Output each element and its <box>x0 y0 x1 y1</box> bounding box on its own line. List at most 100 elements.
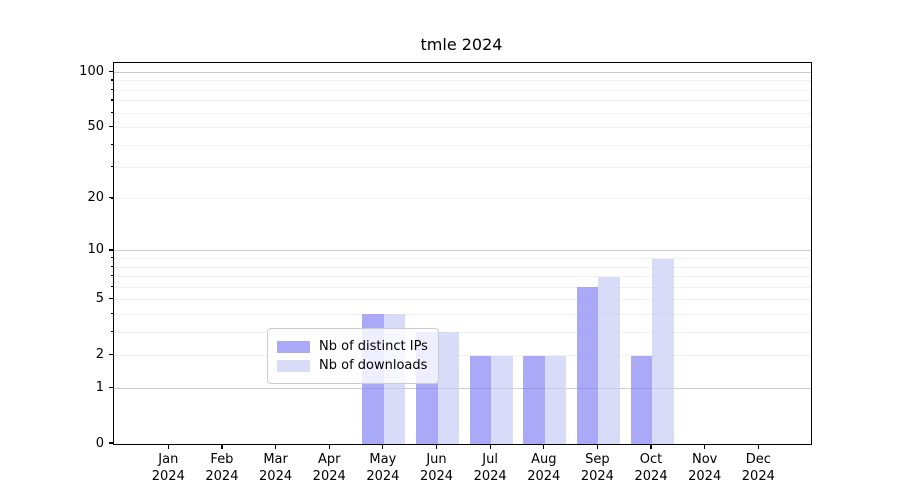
gridline-minor <box>114 266 811 268</box>
x-tick-month: Jul <box>482 452 498 467</box>
x-tick-label: Jun 2024 <box>392 451 482 485</box>
x-tick-label: Dec 2024 <box>713 451 803 485</box>
y-minor-tick-mark <box>110 312 113 315</box>
legend-label: Nb of distinct IPs <box>319 339 428 354</box>
bar-distinct-ips <box>469 355 492 444</box>
y-minor-tick-mark <box>110 99 113 101</box>
x-tick-mark <box>382 444 384 449</box>
gridline-major <box>114 387 811 389</box>
x-tick-label: Oct 2024 <box>606 451 696 485</box>
gridline-major <box>114 71 811 73</box>
y-tick-label: 50 <box>87 118 104 134</box>
y-tick-mark <box>109 249 113 251</box>
y-tick-label: 0 <box>95 435 104 451</box>
y-tick-label: 10 <box>87 242 104 258</box>
legend-swatch-distinct-ips <box>277 340 310 353</box>
bar-downloads <box>598 276 620 444</box>
x-tick-year: 2024 <box>527 469 561 484</box>
x-tick-month: Oct <box>639 452 663 467</box>
x-tick-label: Apr 2024 <box>284 451 374 485</box>
y-tick-mark <box>109 70 113 73</box>
y-tick-label: 1 <box>95 379 104 395</box>
y-minor-tick-mark <box>110 257 113 259</box>
gridline-minor <box>114 80 811 82</box>
x-tick-mark <box>704 444 706 449</box>
gridline-minor <box>114 299 811 301</box>
y-minor-tick-mark <box>110 111 113 113</box>
y-minor-tick-mark <box>110 265 113 267</box>
x-tick-month: Mar <box>263 452 288 467</box>
x-tick-month: Apr <box>317 452 341 467</box>
plot-area <box>113 62 812 445</box>
gridline-minor <box>114 313 811 315</box>
gridline-major <box>114 250 811 252</box>
x-tick-month: May <box>369 452 397 467</box>
x-tick-label: May 2024 <box>338 451 428 485</box>
legend-label: Nb of downloads <box>319 358 428 373</box>
gridline-minor <box>114 286 811 288</box>
y-tick-label: 100 <box>79 63 104 79</box>
x-tick-mark <box>274 444 277 449</box>
gridline-minor <box>114 112 811 114</box>
gridline-minor <box>114 276 811 278</box>
chart-title: tmle 2024 <box>420 35 503 54</box>
x-tick-year: 2024 <box>366 469 400 484</box>
x-tick-mark <box>489 444 491 449</box>
x-tick-label: Aug 2024 <box>499 451 589 485</box>
x-tick-year: 2024 <box>259 469 293 484</box>
x-tick-label: Nov 2024 <box>660 451 750 485</box>
x-tick-mark <box>757 444 759 449</box>
y-tick-label: 5 <box>95 291 104 307</box>
y-tick-label: 2 <box>95 347 104 363</box>
y-minor-tick-mark <box>110 354 113 356</box>
gridline-minor <box>114 331 811 333</box>
x-tick-label: Mar 2024 <box>231 451 321 485</box>
x-tick-label: Jan 2024 <box>123 451 213 485</box>
x-tick-month: Dec <box>745 452 771 467</box>
y-minor-tick-mark <box>110 79 113 81</box>
x-tick-month: Nov <box>692 452 718 467</box>
gridline-minor <box>114 355 811 357</box>
bar-downloads <box>652 258 674 444</box>
x-tick-mark <box>221 444 223 449</box>
gridline-minor <box>114 126 811 128</box>
gridline-minor <box>114 144 811 146</box>
gridline-minor <box>114 89 811 91</box>
y-minor-tick-mark <box>110 275 113 277</box>
y-minor-tick-mark <box>110 125 113 128</box>
x-tick-mark <box>650 444 652 449</box>
legend-swatch-downloads <box>277 359 310 372</box>
gridline-minor <box>114 258 811 260</box>
y-minor-tick-mark <box>110 88 113 90</box>
y-minor-tick-mark <box>110 197 113 199</box>
legend-item: Nb of distinct IPs <box>277 338 428 355</box>
bar-distinct-ips <box>630 355 653 444</box>
x-tick-mark <box>328 444 330 449</box>
y-tick-mark <box>109 386 113 388</box>
y-minor-tick-mark <box>110 285 113 288</box>
x-tick-year: 2024 <box>151 469 185 484</box>
legend-item: Nb of downloads <box>277 357 428 374</box>
x-tick-year: 2024 <box>580 469 614 484</box>
x-tick-year: 2024 <box>634 469 668 484</box>
x-tick-label: Feb 2024 <box>177 451 267 485</box>
gridline-minor <box>114 100 811 102</box>
bar-distinct-ips <box>576 287 599 444</box>
gridline-minor <box>114 167 811 169</box>
x-tick-year: 2024 <box>473 469 507 484</box>
y-minor-tick-mark <box>110 166 113 168</box>
legend: Nb of distinct IPs Nb of downloads <box>267 328 439 384</box>
x-tick-mark <box>435 444 438 449</box>
x-tick-mark <box>167 444 169 449</box>
bar-distinct-ips <box>523 355 545 444</box>
x-tick-month: Sep <box>585 452 610 467</box>
y-minor-tick-mark <box>110 298 113 300</box>
x-tick-year: 2024 <box>741 469 775 484</box>
x-tick-year: 2024 <box>205 469 239 484</box>
x-tick-mark <box>543 444 545 449</box>
bar-downloads <box>437 332 459 444</box>
x-tick-month: Jun <box>426 452 447 467</box>
x-tick-label: Jul 2024 <box>445 451 535 485</box>
x-tick-mark <box>596 444 598 449</box>
